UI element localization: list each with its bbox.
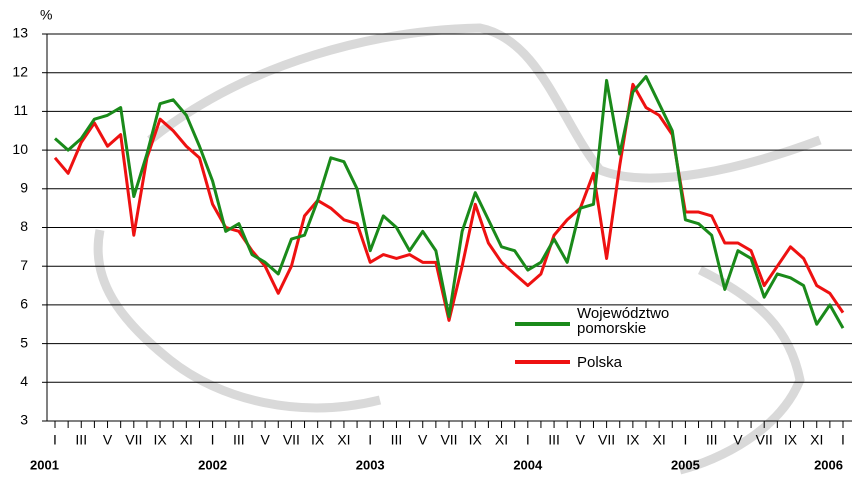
x-tick-label: V (576, 432, 586, 448)
x-tick-label: III (233, 432, 245, 448)
x-tick-label: III (548, 432, 560, 448)
x-tick-label: III (706, 432, 718, 448)
x-tick-label: III (391, 432, 403, 448)
x-tick-label: XI (653, 432, 666, 448)
legend-label: Polska (577, 354, 623, 371)
x-tick-label: VII (756, 432, 773, 448)
year-label: 2005 (671, 457, 700, 472)
x-tick-label: IX (469, 432, 483, 448)
y-tick-label: 6 (20, 296, 28, 312)
y-tick-label: 13 (12, 25, 28, 41)
background-map (93, 23, 822, 475)
year-label: 2003 (356, 457, 385, 472)
y-tick-label: 9 (20, 180, 28, 196)
x-tick-label: V (418, 432, 428, 448)
y-tick-label: 8 (20, 218, 28, 234)
x-tick-label: I (841, 432, 845, 448)
y-tick-label: 4 (20, 373, 28, 389)
series-line (53, 82, 845, 322)
x-tick-label: I (683, 432, 687, 448)
y-axis-label: % (40, 7, 52, 23)
x-tick-label: XI (810, 432, 823, 448)
series-line (54, 75, 845, 329)
x-tick-label: XI (180, 432, 193, 448)
x-tick-label: VII (125, 432, 142, 448)
y-tick-label: 5 (20, 334, 28, 350)
x-tick-label: I (526, 432, 530, 448)
x-tick-label: VII (598, 432, 615, 448)
year-label: 2006 (814, 457, 843, 472)
year-label: 2002 (198, 457, 227, 472)
y-tick-label: 10 (12, 141, 28, 157)
x-tick-label: V (260, 432, 270, 448)
x-tick-label: I (368, 432, 372, 448)
x-tick-label: III (75, 432, 87, 448)
x-tick-label: I (53, 432, 57, 448)
x-tick-label: IX (784, 432, 798, 448)
x-tick-label: V (103, 432, 113, 448)
x-tick-label: XI (337, 432, 350, 448)
legend-label: Województwo pomorskie (577, 305, 670, 337)
x-tick-label: XI (495, 432, 508, 448)
y-tick-label: 7 (20, 257, 28, 273)
x-tick-label: V (733, 432, 743, 448)
x-tick-label: IX (626, 432, 640, 448)
x-tick-label: IX (153, 432, 167, 448)
y-tick-label: 11 (13, 102, 28, 118)
y-tick-label: 12 (12, 63, 28, 79)
x-tick-label: IX (311, 432, 325, 448)
x-tick-label: VII (283, 432, 300, 448)
x-tick-label: I (211, 432, 215, 448)
year-label: 2004 (513, 457, 543, 472)
year-label: 2001 (30, 457, 59, 472)
x-tick-label: VII (440, 432, 457, 448)
y-tick-label: 3 (20, 412, 28, 428)
